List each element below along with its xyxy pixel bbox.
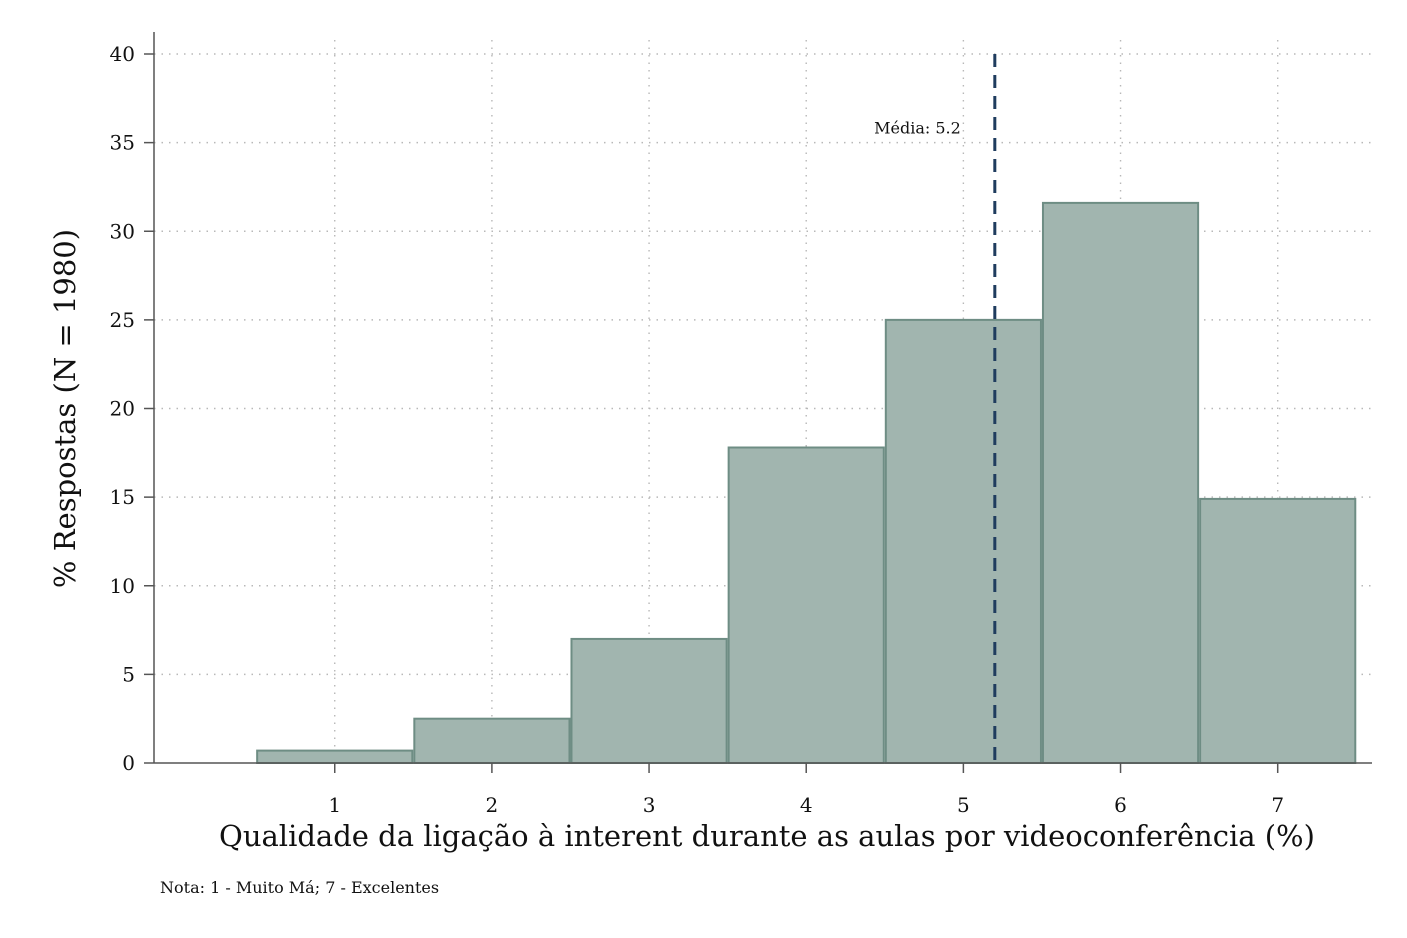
ticks-layer: 0 5 10 15 20 25 30 35 40 1 2 3 4 5 6 7 xyxy=(110,42,1285,817)
y-axis-title: % Respostas (N = 1980) xyxy=(48,229,82,588)
y-tick-label: 30 xyxy=(110,219,135,243)
y-tick-label: 10 xyxy=(110,574,135,598)
y-tick-label: 40 xyxy=(110,42,135,66)
histogram-bar xyxy=(413,717,571,764)
mean-label: Média: 5.2 xyxy=(874,118,961,137)
x-axis-title: Qualidade da ligação à interent durante … xyxy=(219,819,1315,853)
x-tick-label: 6 xyxy=(1114,793,1127,817)
y-tick-label: 5 xyxy=(122,662,135,686)
x-tick-label: 4 xyxy=(800,793,813,817)
bars-layer xyxy=(256,201,1357,765)
histogram-bar xyxy=(1041,201,1200,764)
chart-note: Nota: 1 - Muito Má; 7 - Excelentes xyxy=(160,878,439,897)
histogram-bar xyxy=(727,446,885,764)
x-tick-label: 1 xyxy=(328,793,341,817)
x-tick-label: 7 xyxy=(1271,793,1284,817)
y-tick-label: 15 xyxy=(110,485,135,509)
x-tick-label: 2 xyxy=(486,793,499,817)
x-tick-label: 5 xyxy=(957,793,970,817)
mean-layer: Média: 5.2 xyxy=(874,54,997,763)
histogram-bar xyxy=(1199,497,1357,764)
y-tick-label: 0 xyxy=(122,751,135,775)
y-tick-label: 25 xyxy=(110,308,135,332)
axes-layer xyxy=(153,32,1372,764)
histogram-bar xyxy=(884,318,1042,764)
y-tick-label: 35 xyxy=(110,131,135,155)
histogram-bar xyxy=(256,749,414,765)
histogram-bar xyxy=(570,637,728,764)
x-tick-label: 3 xyxy=(643,793,656,817)
y-tick-label: 20 xyxy=(110,397,135,421)
